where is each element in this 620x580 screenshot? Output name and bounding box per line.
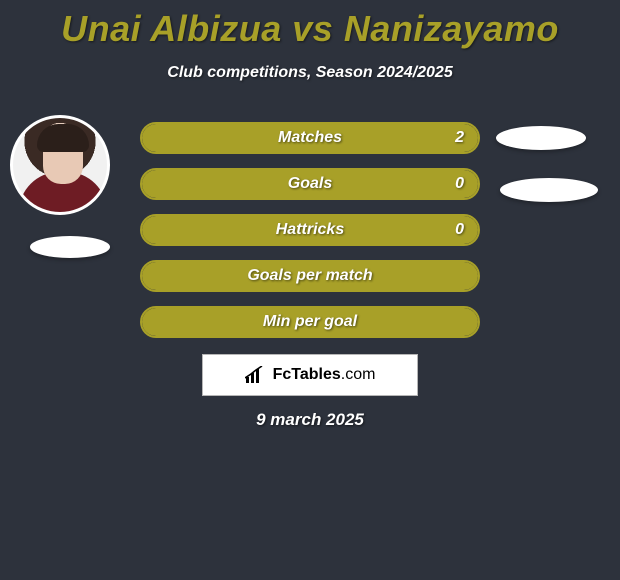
player-avatar-left xyxy=(10,115,110,215)
avatar-placeholder-ellipse xyxy=(500,178,598,202)
page-title: Unai Albizua vs Nanizayamo xyxy=(0,0,620,50)
stat-row: Goals per match xyxy=(140,260,480,292)
stat-row: Hattricks 0 xyxy=(140,214,480,246)
logo-text-strong: FcTables xyxy=(273,366,341,383)
stat-label: Hattricks xyxy=(276,221,344,239)
stat-label: Goals xyxy=(288,175,332,193)
logo-text: FcTables.com xyxy=(273,366,376,384)
avatar-placeholder-ellipse xyxy=(30,236,110,258)
stat-row: Goals 0 xyxy=(140,168,480,200)
avatar-hair xyxy=(37,124,89,152)
stat-value: 0 xyxy=(455,221,464,239)
avatar-placeholder-ellipse xyxy=(496,126,586,150)
stat-label: Matches xyxy=(278,129,342,147)
logo-text-light: .com xyxy=(341,366,376,383)
stat-value: 0 xyxy=(455,175,464,193)
stats-column: Matches 2 Goals 0 Hattricks 0 Goals per match M… xyxy=(140,122,480,352)
stat-label: Min per goal xyxy=(263,313,357,331)
stat-value: 2 xyxy=(455,129,464,147)
stat-label: Goals per match xyxy=(247,267,372,285)
attribution-logo: FcTables.com xyxy=(202,354,418,396)
date-line: 9 march 2025 xyxy=(0,410,620,430)
bar-chart-icon xyxy=(245,366,267,384)
stat-row: Min per goal xyxy=(140,306,480,338)
page-subtitle: Club competitions, Season 2024/2025 xyxy=(0,64,620,82)
stat-row: Matches 2 xyxy=(140,122,480,154)
